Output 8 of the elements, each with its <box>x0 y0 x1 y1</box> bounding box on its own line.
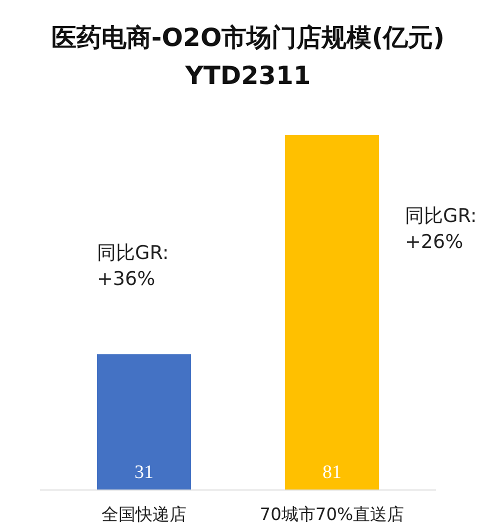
annotation: 同比GR: +26% <box>405 205 477 253</box>
chart-subtitle: YTD2311 <box>184 61 311 90</box>
chart-title: 医药电商-O2O市场门店规模(亿元) <box>51 23 445 52</box>
data-label: 31 <box>134 462 154 483</box>
data-label: 81 <box>322 462 342 483</box>
annotation: 同比GR: +36% <box>97 242 169 290</box>
x-tick-label: 全国快递店 <box>102 505 186 525</box>
x-tick-label: 70城市70%直送店 <box>260 505 404 525</box>
